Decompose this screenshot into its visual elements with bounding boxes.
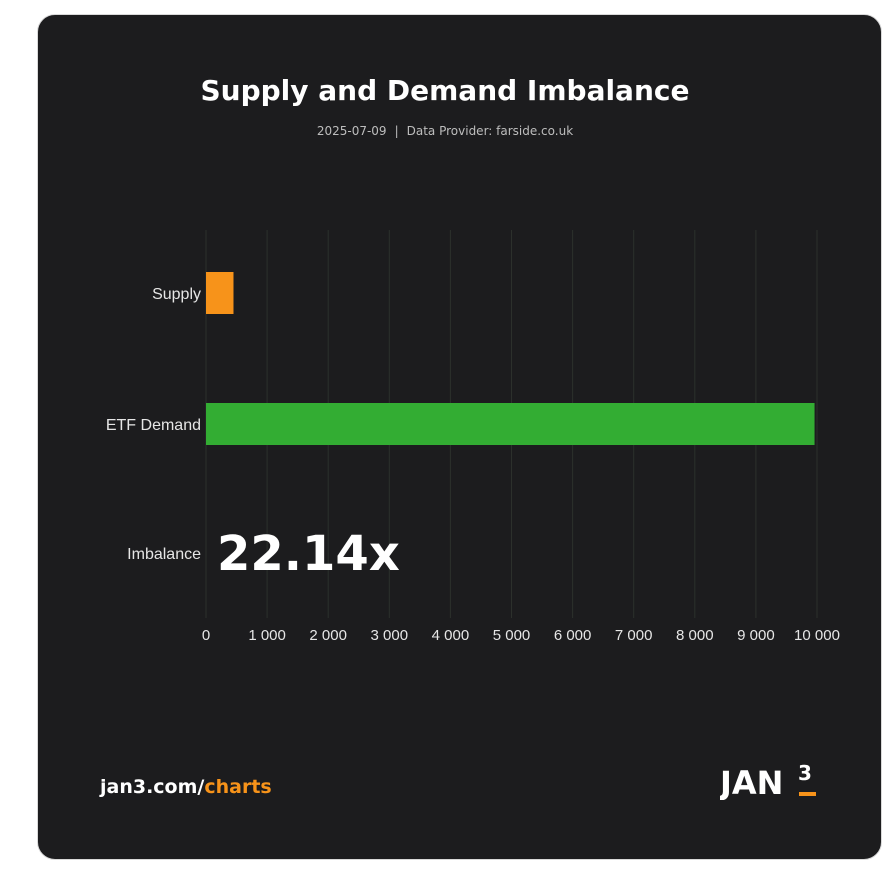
bar <box>206 272 234 314</box>
subtitle-separator: | <box>394 124 399 138</box>
x-tick-label: 4 000 <box>432 627 470 644</box>
x-tick-label: 7 000 <box>615 627 653 644</box>
x-tick-label: 8 000 <box>676 627 714 644</box>
bar <box>206 403 815 445</box>
x-tick-label: 0 <box>202 627 210 644</box>
footer-link-accent: charts <box>204 776 272 798</box>
y-category-label: Imbalance <box>127 546 201 563</box>
x-tick-label: 3 000 <box>371 627 409 644</box>
logo-superscript: 3 <box>798 761 812 785</box>
x-tick-label: 9 000 <box>737 627 775 644</box>
logo-text: JAN <box>720 764 783 800</box>
chart-title: Supply and Demand Imbalance <box>200 74 690 107</box>
x-tick-label: 5 000 <box>493 627 531 644</box>
footer-link-prefix: jan3.com/ <box>100 776 205 798</box>
y-category-label: ETF Demand <box>106 417 201 434</box>
imbalance-annotation: 22.14x <box>217 526 400 582</box>
x-tick-label: 2 000 <box>309 627 347 644</box>
y-category-label: Supply <box>152 286 201 303</box>
chart-subtitle: 2025-07-09 | Data Provider: farside.co.uk <box>0 124 890 138</box>
subtitle-provider: Data Provider: farside.co.uk <box>406 124 574 138</box>
jan3-logo: JAN 3 <box>720 761 816 800</box>
x-tick-label: 6 000 <box>554 627 592 644</box>
x-tick-label: 1 000 <box>248 627 286 644</box>
subtitle-date: 2025-07-09 <box>316 124 387 138</box>
footer-link[interactable]: jan3.com/charts <box>100 776 272 798</box>
logo-underline <box>799 792 816 796</box>
x-tick-label: 10 000 <box>794 627 840 644</box>
